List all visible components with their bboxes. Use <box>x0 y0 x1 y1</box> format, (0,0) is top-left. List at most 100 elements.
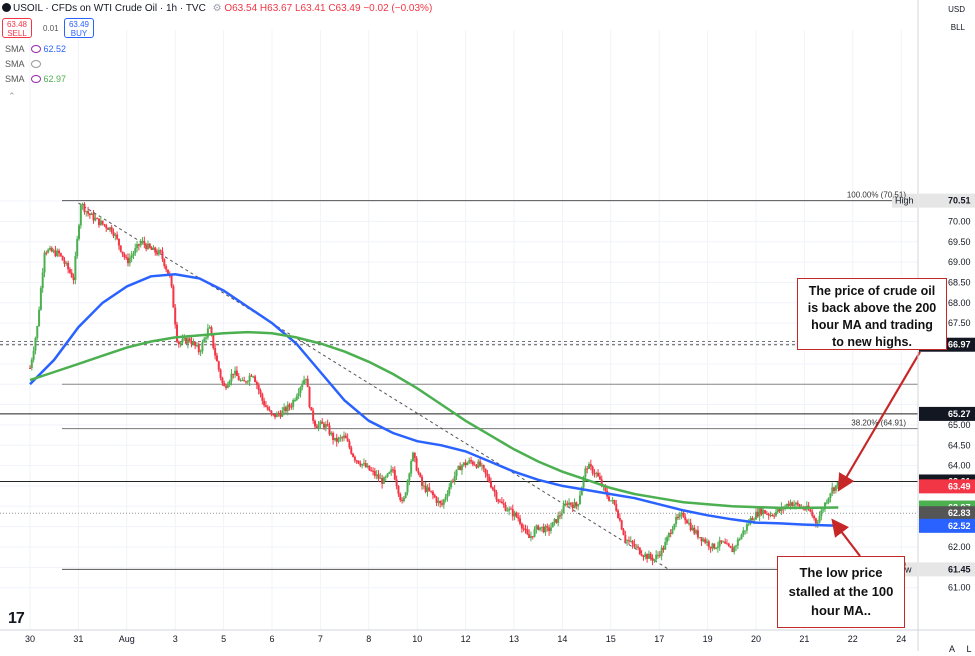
x-tick-label: 15 <box>606 634 616 644</box>
x-tick-label: 6 <box>269 634 274 644</box>
candle-body <box>272 414 275 416</box>
candle-body <box>74 256 77 281</box>
price-tag: High <box>895 196 914 206</box>
candle-body <box>742 530 745 535</box>
candle-body <box>348 441 351 448</box>
candle-body <box>522 528 525 530</box>
candle-body <box>364 463 367 468</box>
candle-body <box>662 547 665 550</box>
x-tick-label: 12 <box>461 634 471 644</box>
candle-body <box>635 546 638 548</box>
candle-body <box>68 269 71 273</box>
visibility-eye-icon[interactable] <box>30 45 41 53</box>
candle-body <box>67 262 70 270</box>
indicator-sma-1[interactable]: SMA 62.52 <box>5 44 66 54</box>
candle-body <box>375 474 378 476</box>
collapse-chevron-icon[interactable]: ⌃ <box>8 91 16 101</box>
callout-arrows <box>831 351 921 557</box>
candle-body <box>306 378 309 388</box>
candle-body <box>713 543 716 549</box>
y-tick-label: 69.00 <box>948 257 971 267</box>
candle-body <box>368 465 371 471</box>
indicator-label: SMA <box>5 59 25 69</box>
candle-body <box>584 468 587 478</box>
visibility-eye-icon[interactable] <box>30 75 41 83</box>
settings-icon[interactable]: ⚙ <box>212 3 222 14</box>
candle-body <box>568 502 571 505</box>
x-tick-label: 8 <box>366 634 371 644</box>
candle-body <box>415 458 418 471</box>
candle-body <box>666 537 669 542</box>
sell-button[interactable]: 63.48 SELL <box>2 18 32 38</box>
indicator-sma-2[interactable]: SMA <box>5 59 44 69</box>
arrow-to-200ma <box>837 351 921 492</box>
x-tick-label: 17 <box>654 634 664 644</box>
candle-body <box>486 473 489 477</box>
candle-body <box>716 546 719 549</box>
candle-body <box>689 522 692 531</box>
price-label-bg <box>919 562 975 577</box>
candle-body <box>283 407 286 411</box>
candle-body <box>620 520 623 530</box>
candle-body <box>48 247 51 250</box>
candle-body <box>61 255 64 261</box>
scale-mode-label[interactable]: BLL <box>950 23 965 32</box>
y-tick-label: 65.00 <box>948 420 971 430</box>
candle-body <box>787 503 790 506</box>
price-label: 61.45 <box>948 564 971 574</box>
candle-body <box>711 543 714 549</box>
candle-body <box>47 249 50 253</box>
candle-body <box>702 539 705 542</box>
candle-body <box>509 508 512 510</box>
candle-body <box>816 522 819 524</box>
candle-body <box>85 211 88 213</box>
tradingview-logo: 17 <box>8 610 25 627</box>
candle-body <box>78 225 81 239</box>
candle-body <box>798 504 801 507</box>
arrow-to-100ma <box>831 518 861 557</box>
candle-body <box>215 355 218 362</box>
candle-body <box>339 437 342 439</box>
currency-label[interactable]: USD <box>948 5 965 14</box>
candle-body <box>745 524 748 531</box>
candle-body <box>542 526 545 533</box>
candle-body <box>397 486 400 494</box>
ma-200-line <box>29 330 839 510</box>
auto-scale-button[interactable]: A <box>948 644 955 654</box>
y-tick-label: 64.50 <box>948 440 971 450</box>
fib-label: 38.20% (64.91) <box>851 419 906 428</box>
candle-body <box>362 463 365 465</box>
candle-body <box>791 502 794 506</box>
candle-body <box>647 553 650 559</box>
candle-body <box>488 476 491 482</box>
candle-body <box>274 414 277 418</box>
trendline <box>78 202 670 570</box>
log-scale-button[interactable]: L <box>966 644 972 654</box>
candle-body <box>500 501 503 504</box>
candle-body <box>578 495 581 505</box>
candle-body <box>39 288 42 310</box>
candle-body <box>649 553 652 558</box>
buy-button[interactable]: 63.49 BUY <box>64 18 94 38</box>
candle-body <box>553 519 556 523</box>
candle-body <box>557 515 560 523</box>
candle-body <box>517 516 520 519</box>
candle-body <box>181 339 184 343</box>
candle-body <box>428 487 431 491</box>
candle-body <box>81 203 84 206</box>
hidden-eye-icon[interactable] <box>30 60 41 68</box>
candle-body <box>660 547 663 556</box>
candle-body <box>422 485 425 487</box>
candle-body <box>361 463 364 466</box>
candle-body <box>470 460 473 462</box>
candle-body <box>767 513 770 516</box>
candle-body <box>136 244 139 249</box>
candle-body <box>640 554 643 556</box>
candle-body <box>669 533 672 535</box>
candle-body <box>684 516 687 521</box>
candle-body <box>408 473 411 481</box>
candle-body <box>448 487 451 494</box>
candle-body <box>573 502 576 509</box>
indicator-sma-3[interactable]: SMA 62.97 <box>5 74 66 84</box>
